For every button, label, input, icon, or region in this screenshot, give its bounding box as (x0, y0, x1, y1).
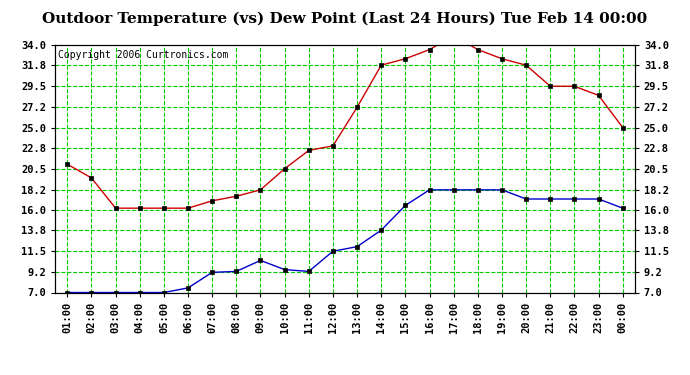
Text: Copyright 2006 Curtronics.com: Copyright 2006 Curtronics.com (58, 50, 228, 60)
Text: Outdoor Temperature (vs) Dew Point (Last 24 Hours) Tue Feb 14 00:00: Outdoor Temperature (vs) Dew Point (Last… (42, 11, 648, 26)
